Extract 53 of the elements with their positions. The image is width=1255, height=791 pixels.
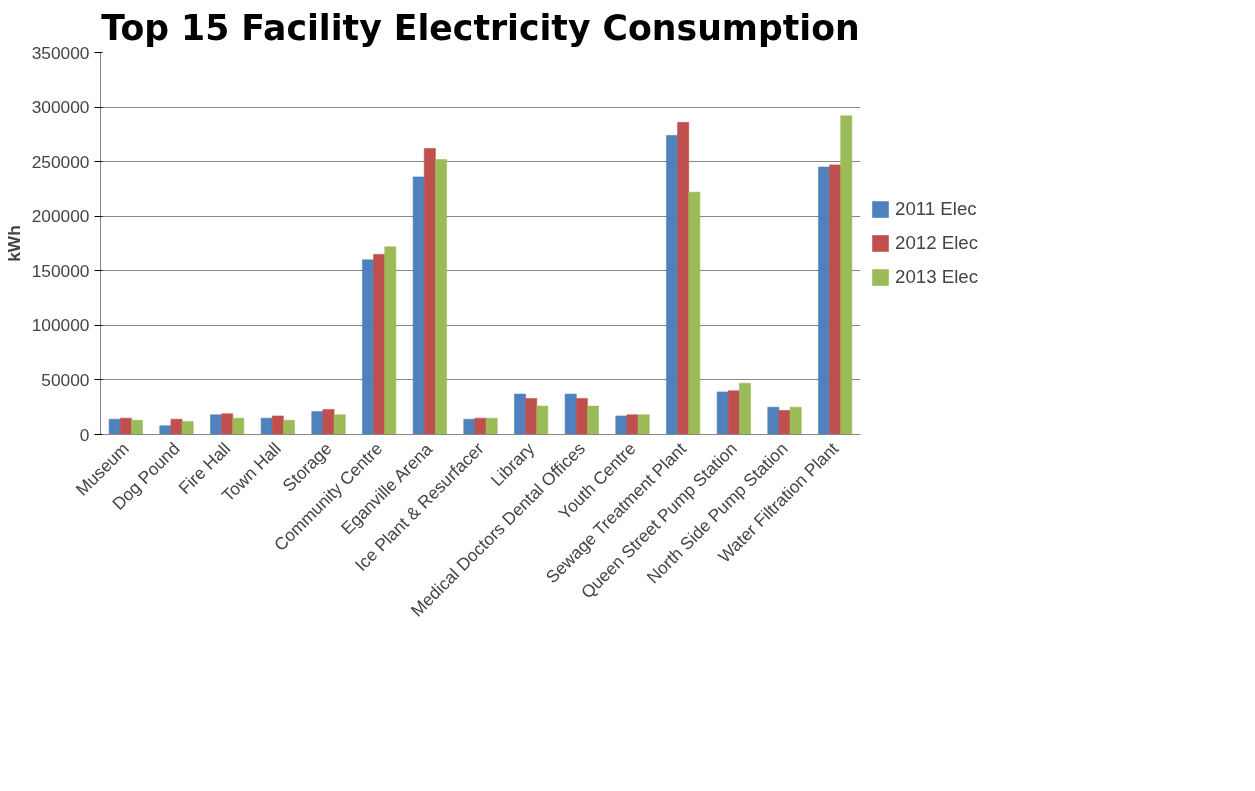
- bar: [840, 115, 853, 435]
- bar: [716, 391, 729, 435]
- bar: [434, 158, 448, 435]
- bar: [615, 415, 628, 435]
- bar: [738, 382, 752, 435]
- bar: [361, 259, 375, 435]
- bar: [130, 419, 144, 435]
- bar: [829, 164, 842, 435]
- y-tick-label: 250000: [31, 151, 90, 172]
- bar: [384, 246, 397, 435]
- bar: [232, 417, 245, 435]
- y-tick-label: 300000: [31, 97, 90, 118]
- bar: [677, 121, 690, 435]
- bar: [525, 397, 538, 435]
- y-tick-label: 100000: [31, 315, 90, 336]
- bar: [221, 413, 234, 435]
- bar: [586, 405, 600, 435]
- bar: [333, 414, 346, 435]
- bar: [412, 176, 425, 435]
- bar: [513, 393, 527, 435]
- bar: [536, 405, 549, 435]
- y-tick-label: 50000: [41, 369, 90, 390]
- bar: [637, 414, 650, 435]
- bar: [789, 406, 802, 435]
- bar: [373, 253, 386, 435]
- bar: [626, 414, 639, 435]
- bar: [688, 191, 701, 435]
- bar: [665, 134, 679, 435]
- y-tick-label: 200000: [31, 206, 90, 227]
- bar: [423, 148, 436, 435]
- y-tick-label: 150000: [31, 260, 90, 281]
- bar: [564, 393, 577, 435]
- bar: [181, 420, 194, 435]
- bar: [727, 390, 740, 435]
- y-tick-label: 0: [79, 424, 90, 445]
- y-axis-title: kWh: [3, 225, 24, 262]
- bar: [485, 417, 498, 435]
- legend-label: 2011 Elec: [895, 198, 977, 220]
- bar: [119, 417, 132, 435]
- bar: [260, 417, 273, 435]
- bar: [282, 419, 296, 435]
- bar: [817, 166, 831, 435]
- chart-title: Top 15 Facility Electricity Consumption: [101, 7, 860, 48]
- bar: [767, 406, 780, 435]
- bar: [271, 415, 284, 435]
- bar: [108, 418, 121, 435]
- bar: [322, 408, 335, 435]
- legend-label: 2013 Elec: [895, 266, 978, 288]
- bar: [209, 414, 223, 435]
- y-tick-label: 350000: [31, 42, 90, 63]
- bar: [575, 397, 588, 435]
- bar: [474, 417, 487, 435]
- legend-label: 2012 Elec: [895, 232, 978, 254]
